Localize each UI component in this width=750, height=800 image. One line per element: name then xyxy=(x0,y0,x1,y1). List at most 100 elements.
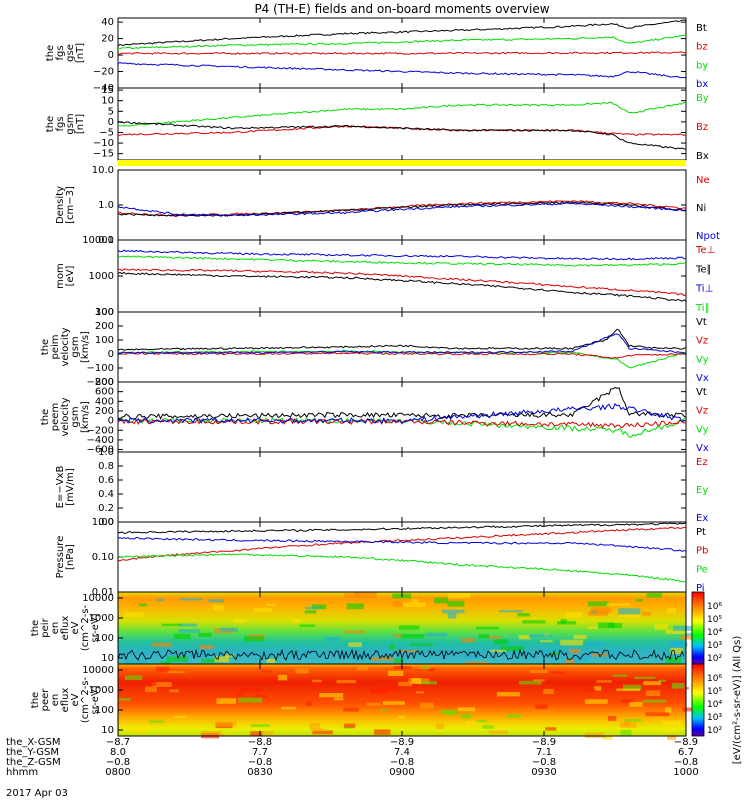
legend-entry: Ti⊥ xyxy=(695,284,713,295)
heatmap-cell xyxy=(392,601,403,607)
colorbar-label: [eV/(cm²-s-sr-eV)] (All Qs) xyxy=(732,636,743,765)
heatmap-cell xyxy=(569,649,581,654)
y-axis-label: eflux xyxy=(60,616,71,641)
x-axis-value: −8.9 xyxy=(532,737,556,748)
y-tick-label: 0.6 xyxy=(98,475,114,486)
heatmap-cell xyxy=(587,626,598,629)
heatmap-cell xyxy=(213,604,224,611)
heatmap-cell xyxy=(670,648,683,654)
heatmap-cell xyxy=(482,725,494,729)
x-axis-value: 7.4 xyxy=(394,747,410,758)
series-line-red xyxy=(117,526,687,562)
y-axis-label: [eV] xyxy=(65,266,76,287)
heatmap-cell xyxy=(535,704,548,709)
heatmap-cell xyxy=(680,635,696,640)
heatmap-cell xyxy=(418,681,437,685)
y-tick-label: −600 xyxy=(87,445,114,456)
x-axis-row-label: the_Y-GSM xyxy=(6,747,59,758)
heatmap-cell xyxy=(346,603,364,610)
heatmap-cell xyxy=(377,685,400,691)
legend-entry: Pe xyxy=(696,564,708,575)
legend-entry: Bx xyxy=(696,151,709,162)
y-axis-label: (cm^2-s- xyxy=(80,676,91,723)
heatmap-cell xyxy=(304,610,317,614)
series-line-black xyxy=(117,120,687,150)
heatmap-cell xyxy=(310,728,326,732)
y-tick-label: 10000 xyxy=(82,235,114,246)
heatmap-cell xyxy=(394,658,403,663)
y-axis-label: Density xyxy=(55,186,66,224)
x-axis-row-label: the_X-GSM xyxy=(6,737,60,748)
colorbar-tick-label: 10³ xyxy=(707,713,722,723)
y-tick-label: 100 xyxy=(95,633,114,644)
y-axis-label: eflux xyxy=(60,688,71,713)
legend-entry: Pt xyxy=(696,527,706,538)
heatmap-cell xyxy=(572,656,589,662)
series-line-black xyxy=(117,201,687,217)
heatmap-cell xyxy=(624,719,642,722)
y-axis-label: [km/s] xyxy=(80,331,91,363)
heatmap-cell xyxy=(518,680,542,685)
legend-entry: Bt xyxy=(696,23,707,34)
series-line-green xyxy=(117,255,687,267)
heatmap-cell xyxy=(387,670,404,676)
heatmap-cell xyxy=(173,633,191,640)
y-axis-label: peem xyxy=(50,403,61,431)
series-line-red xyxy=(118,200,687,217)
heatmap-cell xyxy=(258,677,281,682)
heatmap-cell xyxy=(411,678,421,684)
y-axis-label: [cm−3] xyxy=(65,186,76,224)
y-tick-label: 10000 xyxy=(82,593,114,604)
legend-entry: Ex xyxy=(696,513,708,524)
heatmap-cell xyxy=(250,731,263,736)
legend-entry: Vz xyxy=(696,336,708,347)
heatmap-cell xyxy=(380,708,389,711)
heatmap-cell xyxy=(389,644,395,650)
heatmap-cell xyxy=(616,688,640,691)
date-label: 2017 Apr 03 xyxy=(6,788,68,799)
y-tick-label: −15 xyxy=(93,149,114,160)
heatmap-cell xyxy=(476,626,500,630)
colorbar-tick-label: 10³ xyxy=(707,641,722,651)
heatmap-cell xyxy=(460,713,471,719)
heatmap-cell xyxy=(645,690,661,696)
heatmap-cell xyxy=(336,679,356,684)
y-axis-label: [mV/m] xyxy=(65,468,76,506)
heatmap-cell xyxy=(218,733,225,737)
heatmap-cell xyxy=(642,612,651,616)
heatmap-cell xyxy=(156,598,165,602)
heatmap-cell xyxy=(152,682,172,687)
y-axis-label: eV xyxy=(70,693,81,706)
heatmap-cell xyxy=(594,686,602,691)
heatmap-cell xyxy=(266,603,276,606)
heatmap-cell xyxy=(490,649,507,653)
heatmap-cell xyxy=(319,693,344,698)
heatmap-cell xyxy=(238,688,262,693)
heatmap-cell xyxy=(374,729,391,735)
heatmap-cell xyxy=(312,730,333,735)
y-axis-label: sr-eV) xyxy=(90,685,101,714)
heatmap-cell xyxy=(584,732,605,738)
legend-entry: Te⊥ xyxy=(695,245,715,256)
heatmap-cell xyxy=(587,601,609,607)
heatmap-cell xyxy=(370,657,395,661)
y-axis-label: the xyxy=(45,116,56,132)
heatmap-cell xyxy=(167,671,185,674)
heatmap-cell xyxy=(636,598,643,602)
heatmap-cell xyxy=(208,599,225,603)
y-tick-label: −400 xyxy=(87,435,114,446)
heatmap-cell xyxy=(400,634,425,639)
heatmap-cell xyxy=(305,606,322,610)
heatmap-cell xyxy=(281,706,296,710)
x-axis-value: −0.8 xyxy=(106,757,130,768)
heatmap-cell xyxy=(178,629,200,633)
y-tick-label: 1.0 xyxy=(98,200,114,211)
heatmap-cell xyxy=(137,725,156,728)
series-line-black xyxy=(117,522,687,534)
panel-peim_velocity: 300 200 100 0 −100 −200 Vt Vz Vy Vx the peim velocit… xyxy=(40,307,709,388)
y-tick-label: 10 xyxy=(101,725,114,736)
heatmap-cell xyxy=(428,668,435,672)
series-line-green xyxy=(117,553,687,583)
y-tick-label: 1.00 xyxy=(92,517,114,528)
heatmap-cell xyxy=(201,658,219,663)
